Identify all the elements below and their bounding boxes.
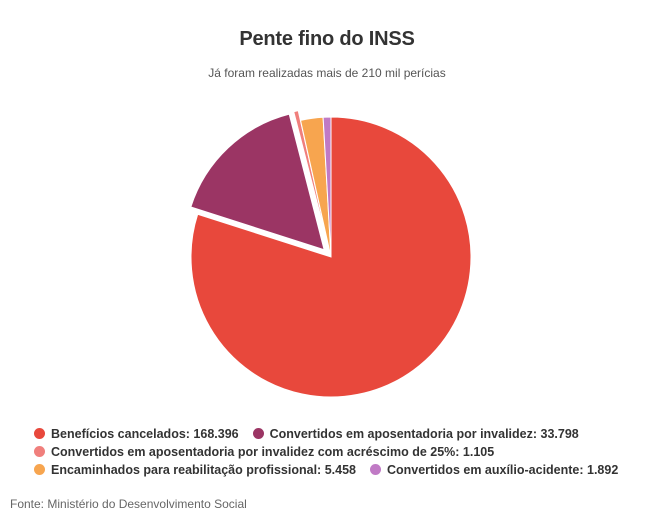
legend-label: Convertidos em aposentadoria por invalid… [51,445,495,459]
pie-slice-1[interactable] [190,113,325,251]
legend-item-1[interactable]: Convertidos em aposentadoria por invalid… [252,425,579,443]
pie-slice-4[interactable] [322,116,332,258]
pie-chart [190,110,472,398]
pie-slice-2[interactable] [293,110,330,248]
legend-row: Convertidos em aposentadoria por invalid… [34,443,634,461]
legend-swatch-icon [34,464,45,475]
legend-swatch-icon [34,446,45,457]
legend-item-4[interactable]: Convertidos em auxílio-acidente: 1.892 [369,461,619,479]
legend-label: Encaminhados para reabilitação profissio… [51,463,356,477]
legend-swatch-icon [369,464,381,475]
chart-subtitle: Já foram realizadas mais de 210 mil perí… [208,66,446,80]
legend-row: Benefícios cancelados: 168.396 Convertido… [34,425,634,443]
chart-legend: Benefícios cancelados: 168.396 Convertido… [34,425,634,479]
chart-title: Pente fino do INSS [239,28,415,50]
legend-item-0[interactable]: Benefícios cancelados: 168.396 [34,425,239,443]
legend-label: Convertidos em aposentadoria por invalid… [269,427,579,441]
legend-label: Convertidos em auxílio-acidente: 1.892 [386,463,619,477]
source-note: Fonte: Ministério do Desenvolvimento Soc… [10,497,247,511]
legend-row: Encaminhados para reabilitação profissio… [34,461,634,479]
legend-label: Benefícios cancelados: 168.396 [51,427,239,441]
legend-swatch-icon [252,428,264,439]
legend-swatch-icon [34,428,45,439]
legend-item-2[interactable]: Convertidos em aposentadoria por invalid… [34,443,494,461]
legend-item-3[interactable]: Encaminhados para reabilitação profissio… [34,461,356,479]
